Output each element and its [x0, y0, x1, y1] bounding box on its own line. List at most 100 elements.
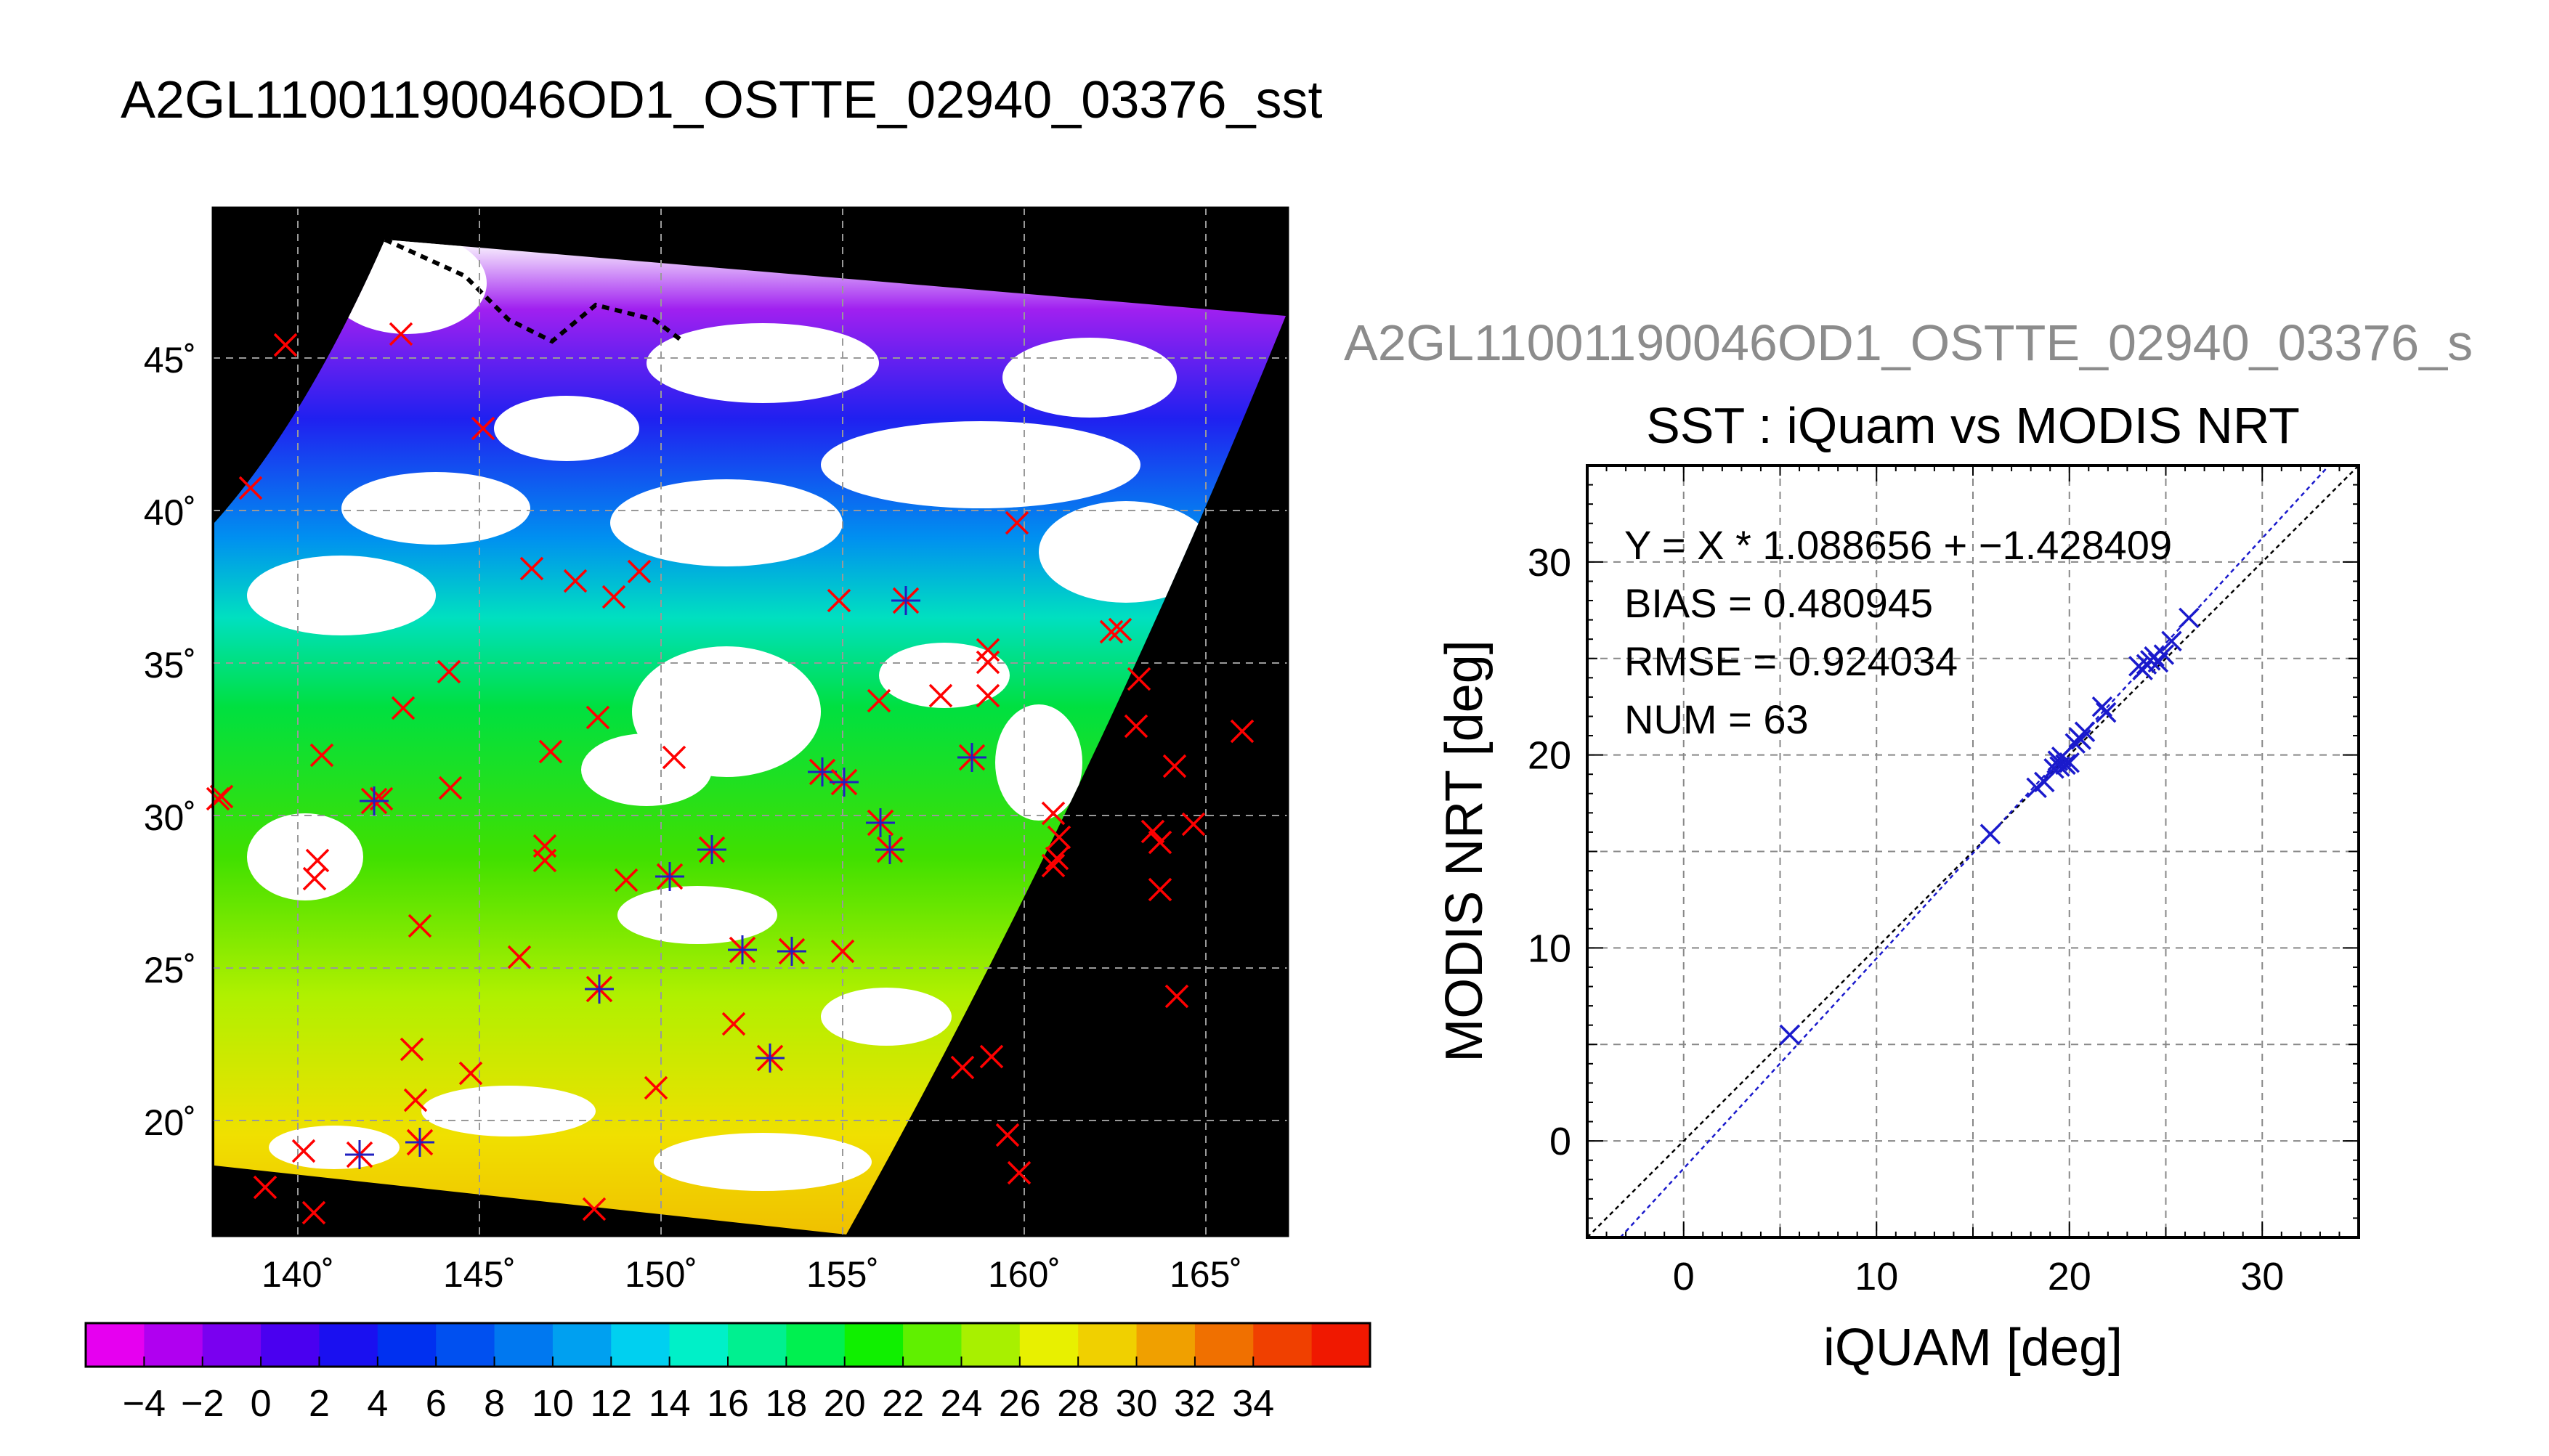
colorbar-cell: [494, 1323, 554, 1367]
map-marker-blue: [405, 1128, 434, 1157]
colorbar-tick-label: 2: [309, 1383, 330, 1425]
colorbar: −4 −2 0 2 4 6 8 10 12 14 16 18 20 22 24 26 28 30 32 34: [84, 1322, 1371, 1425]
scatter-axis-ticks: 0 10 20 30 0 10 20 30: [1528, 465, 2359, 1298]
map-matchup-markers: [206, 322, 1255, 1225]
colorbar-cell: [669, 1323, 729, 1367]
map-marker-red: [950, 1055, 975, 1080]
scatter-point: [2161, 630, 2182, 652]
cloud-mask: [247, 240, 1213, 1191]
lon-label: 165˚: [1170, 1254, 1242, 1295]
map-marker-red: [644, 1075, 668, 1100]
map-marker-red: [976, 650, 1000, 675]
lon-label: 155˚: [806, 1254, 879, 1295]
scatter-point: [2074, 721, 2096, 742]
map-marker-red: [309, 743, 334, 768]
colorbar-cell: [377, 1323, 437, 1367]
scatter-point: [2059, 752, 2080, 773]
colorbar-cell: [261, 1323, 320, 1367]
map-marker-red: [1045, 846, 1069, 871]
colorbar-tick-label: 18: [765, 1383, 807, 1425]
colorbar-tick-label: 6: [426, 1383, 447, 1425]
map-marker-red: [995, 1123, 1020, 1147]
map-marker-blue: [585, 975, 614, 1004]
map-marker-red: [614, 868, 639, 892]
map-marker-red: [532, 848, 557, 873]
map-marker-red: [253, 1175, 277, 1200]
colorbar-tick-label: 10: [532, 1383, 574, 1425]
scatter-points: [1779, 607, 2200, 1046]
colorbar-cell: [86, 1323, 145, 1367]
map-marker-red: [1162, 754, 1187, 778]
map-marker-red: [979, 1044, 1004, 1069]
sst-map-panel: 45˚ 40˚ 35˚ 30˚ 25˚ 20˚ 140˚ 145˚ 150˚ 1…: [144, 206, 1289, 1295]
scatter-point: [2095, 701, 2117, 723]
colorbar-tick-label: 32: [1174, 1383, 1216, 1425]
lat-label: 30˚: [144, 797, 196, 838]
map-marker-red: [389, 322, 413, 346]
colorbar-tick-label: 20: [824, 1383, 866, 1425]
map-marker-red: [1041, 801, 1066, 826]
map-marker-blue: [345, 1140, 374, 1169]
map-marker-red: [437, 659, 461, 684]
map-marker-blue: [830, 768, 859, 797]
scatter-lines: [1586, 465, 2359, 1238]
scatter-point: [1779, 1024, 1801, 1046]
identity-line: [1586, 465, 2359, 1238]
colorbar-tick-label: 24: [941, 1383, 983, 1425]
colorbar-tick-label: 30: [1116, 1383, 1158, 1425]
colorbar-cell: [1019, 1323, 1079, 1367]
lon-label: 150˚: [625, 1254, 697, 1295]
map-marker-red: [830, 939, 855, 964]
map-marker-red: [827, 588, 851, 613]
num-annotation: NUM = 63: [1624, 696, 1809, 742]
scatter-point: [2055, 754, 2076, 776]
colorbar-tick-label: 26: [999, 1383, 1041, 1425]
bias-annotation: BIAS = 0.480945: [1624, 580, 1933, 626]
map-marker-red: [1005, 511, 1029, 535]
map-marker-red: [1181, 812, 1206, 837]
scatter-point: [2132, 659, 2153, 680]
map-marker-red: [302, 866, 327, 891]
lon-label: 145˚: [443, 1254, 516, 1295]
x-tick-label: 30: [2240, 1255, 2284, 1298]
map-marker-blue: [728, 935, 757, 964]
scatter-panel: A2GL11001190046OD1_OSTTE_02940_03376_s S…: [1344, 314, 2473, 1377]
colorbar-cell: [1078, 1323, 1138, 1367]
y-tick-label: 20: [1528, 734, 1571, 778]
map-marker-blue: [808, 757, 837, 786]
map-marker-red: [721, 1012, 746, 1036]
map-marker-blue: [655, 862, 684, 891]
colorbar-cell: [1194, 1323, 1254, 1367]
map-marker-blue: [875, 835, 904, 864]
map-marker-red: [1148, 877, 1172, 902]
map-marker-red: [1140, 819, 1165, 844]
x-tick-label: 0: [1673, 1255, 1695, 1298]
map-marker-blue: [755, 1044, 785, 1073]
map-marker-red: [867, 688, 891, 713]
lat-label: 40˚: [144, 492, 196, 533]
lat-label: 35˚: [144, 645, 196, 686]
map-marker-red: [1007, 1160, 1032, 1185]
scatter-point: [2091, 696, 2113, 717]
rmse-annotation: RMSE = 0.924034: [1624, 638, 1958, 684]
map-marker-red: [1041, 853, 1066, 878]
colorbar-cell: [903, 1323, 963, 1367]
colorbar-tick-label: 14: [649, 1383, 691, 1425]
colorbar-tick-label: 34: [1232, 1383, 1274, 1425]
scatter-point: [2179, 607, 2200, 629]
colorbar-tick-label: 0: [251, 1383, 272, 1425]
x-axis-label: iQUAM [deg]: [1823, 1319, 2123, 1377]
colorbar-tick-label: 4: [367, 1383, 388, 1425]
map-marker-red: [928, 683, 953, 708]
y-tick-label: 10: [1528, 927, 1571, 970]
colorbar-cell: [611, 1323, 670, 1367]
x-tick-label: 10: [1855, 1255, 1898, 1298]
map-marker-blue: [891, 586, 920, 615]
scatter-point: [1979, 823, 2001, 845]
y-axis-label: MODIS NRT [deg]: [1435, 640, 1494, 1062]
colorbar-cell: [1311, 1323, 1371, 1367]
coastline: [384, 237, 684, 344]
map-marker-red: [507, 945, 532, 969]
lat-label: 45˚: [144, 340, 196, 381]
